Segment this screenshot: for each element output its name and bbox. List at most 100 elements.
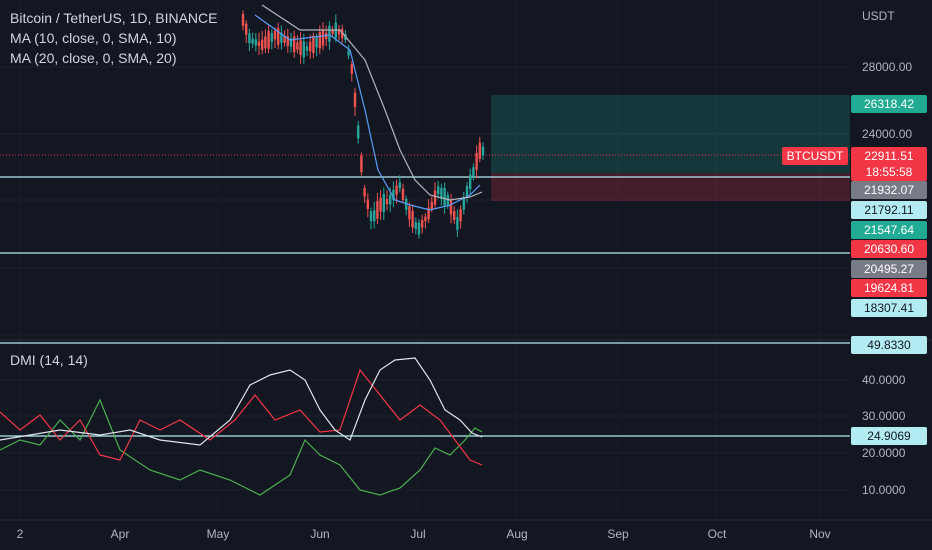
candle-body <box>430 201 433 210</box>
candle-body <box>443 187 446 206</box>
candle-body <box>341 29 344 39</box>
candle-body <box>302 41 305 58</box>
time-tick-label: Jun <box>310 527 329 541</box>
candle-body <box>280 33 283 43</box>
candle-body <box>433 190 437 205</box>
candle-body <box>462 196 465 210</box>
dmi-legend[interactable]: DMI (14, 14) <box>10 352 88 368</box>
candle-body <box>312 35 315 54</box>
candle-body <box>478 142 481 159</box>
candle-body <box>277 28 280 45</box>
candle-body <box>376 201 379 219</box>
ma10-line <box>254 14 481 211</box>
candle-body <box>389 194 392 205</box>
price-tick-label: 24000.00 <box>862 127 912 141</box>
dmi-tick-label: 10.0000 <box>862 483 906 497</box>
stop-zone <box>491 173 850 201</box>
candle-body <box>398 182 401 189</box>
candle-body <box>417 222 421 235</box>
candle-body <box>414 222 417 229</box>
candle-body <box>350 64 353 74</box>
candle-body <box>385 198 389 205</box>
price-tag-low1: 19624.81 <box>851 279 927 297</box>
candle-body <box>408 206 411 220</box>
candle-body <box>411 210 414 228</box>
ma20-line <box>261 4 483 201</box>
price-tag-hline2: 20495.27 <box>851 260 927 278</box>
candle-body <box>248 33 251 44</box>
candle-body <box>401 188 405 201</box>
candle-body <box>456 217 459 230</box>
candle-body <box>270 33 273 42</box>
candle-body <box>459 209 462 222</box>
plus-di-line <box>0 398 483 496</box>
time-tick-label: Sep <box>607 527 629 541</box>
dmi-tag-top: 49.8330 <box>851 336 927 354</box>
candle-body <box>296 42 299 50</box>
candle-body <box>273 30 277 40</box>
candle-body <box>257 41 261 47</box>
time-tick-label: Oct <box>708 527 727 541</box>
candle-body <box>315 37 318 48</box>
candle-body <box>241 14 245 26</box>
price-tag-stop: 20630.60 <box>851 240 927 258</box>
candle-body <box>328 25 331 42</box>
dmi-tick-label: 20.0000 <box>862 446 906 460</box>
ma20-legend[interactable]: MA (20, close, 0, SMA, 20) <box>10 50 177 66</box>
candle-body <box>373 210 376 222</box>
time-tick-label: Jul <box>410 527 425 541</box>
candle-body <box>424 216 427 222</box>
dmi-tag-level: 24.9069 <box>851 427 927 445</box>
candle-body <box>469 174 472 190</box>
minus-di-line <box>0 368 483 466</box>
price-tick-label: 28000.00 <box>862 60 912 74</box>
candle-body <box>321 30 325 46</box>
time-tick-label: Apr <box>111 527 130 541</box>
candle-body <box>465 185 469 198</box>
dmi-tick-label: 30.0000 <box>862 409 906 423</box>
currency-label: USDT <box>862 9 895 23</box>
candle-body <box>283 35 286 44</box>
candle-body <box>261 39 264 50</box>
candle-body <box>293 36 296 53</box>
symbol-badge: BTCUSDT <box>782 147 848 165</box>
time-tick-label: Nov <box>809 527 830 541</box>
candle-body <box>472 167 475 177</box>
candle-body <box>392 189 395 201</box>
candle-body <box>286 36 289 46</box>
candle-body <box>363 188 366 197</box>
candle-body <box>427 207 430 220</box>
candle-body <box>299 40 302 56</box>
symbol-legend[interactable]: Bitcoin / TetherUS, 1D, BINANCE <box>10 10 218 26</box>
candle-body <box>369 211 373 222</box>
candle-body <box>353 92 357 108</box>
candle-body <box>289 38 293 47</box>
price-tag-target: 26318.42 <box>851 95 927 113</box>
candle-body <box>475 152 478 170</box>
time-tick-label: Aug <box>506 527 527 541</box>
ma10-legend[interactable]: MA (10, close, 0, SMA, 10) <box>10 30 177 46</box>
adx-line <box>0 357 483 446</box>
candle-body <box>305 46 309 51</box>
candle-body <box>267 31 270 49</box>
candle-body <box>251 38 254 44</box>
candle-body <box>331 29 334 34</box>
candle-body <box>379 197 382 212</box>
candle-body <box>360 155 363 173</box>
candle-body <box>437 186 440 195</box>
price-tag-last: 22911.51 <box>851 147 927 165</box>
candle-body <box>357 125 360 139</box>
candle-body <box>449 200 453 215</box>
candle-body <box>481 146 485 156</box>
candle-body <box>347 50 350 56</box>
candle-body <box>440 187 443 199</box>
candle-body <box>318 32 321 49</box>
price-tag-hline1b: 21792.11 <box>851 201 927 219</box>
time-tick-label: May <box>207 527 230 541</box>
candle-body <box>453 211 456 220</box>
candle-body <box>337 29 341 35</box>
price-tag-countdown: 18:55:58 <box>851 163 927 181</box>
candle-body <box>366 199 369 209</box>
candle-body <box>309 41 312 52</box>
